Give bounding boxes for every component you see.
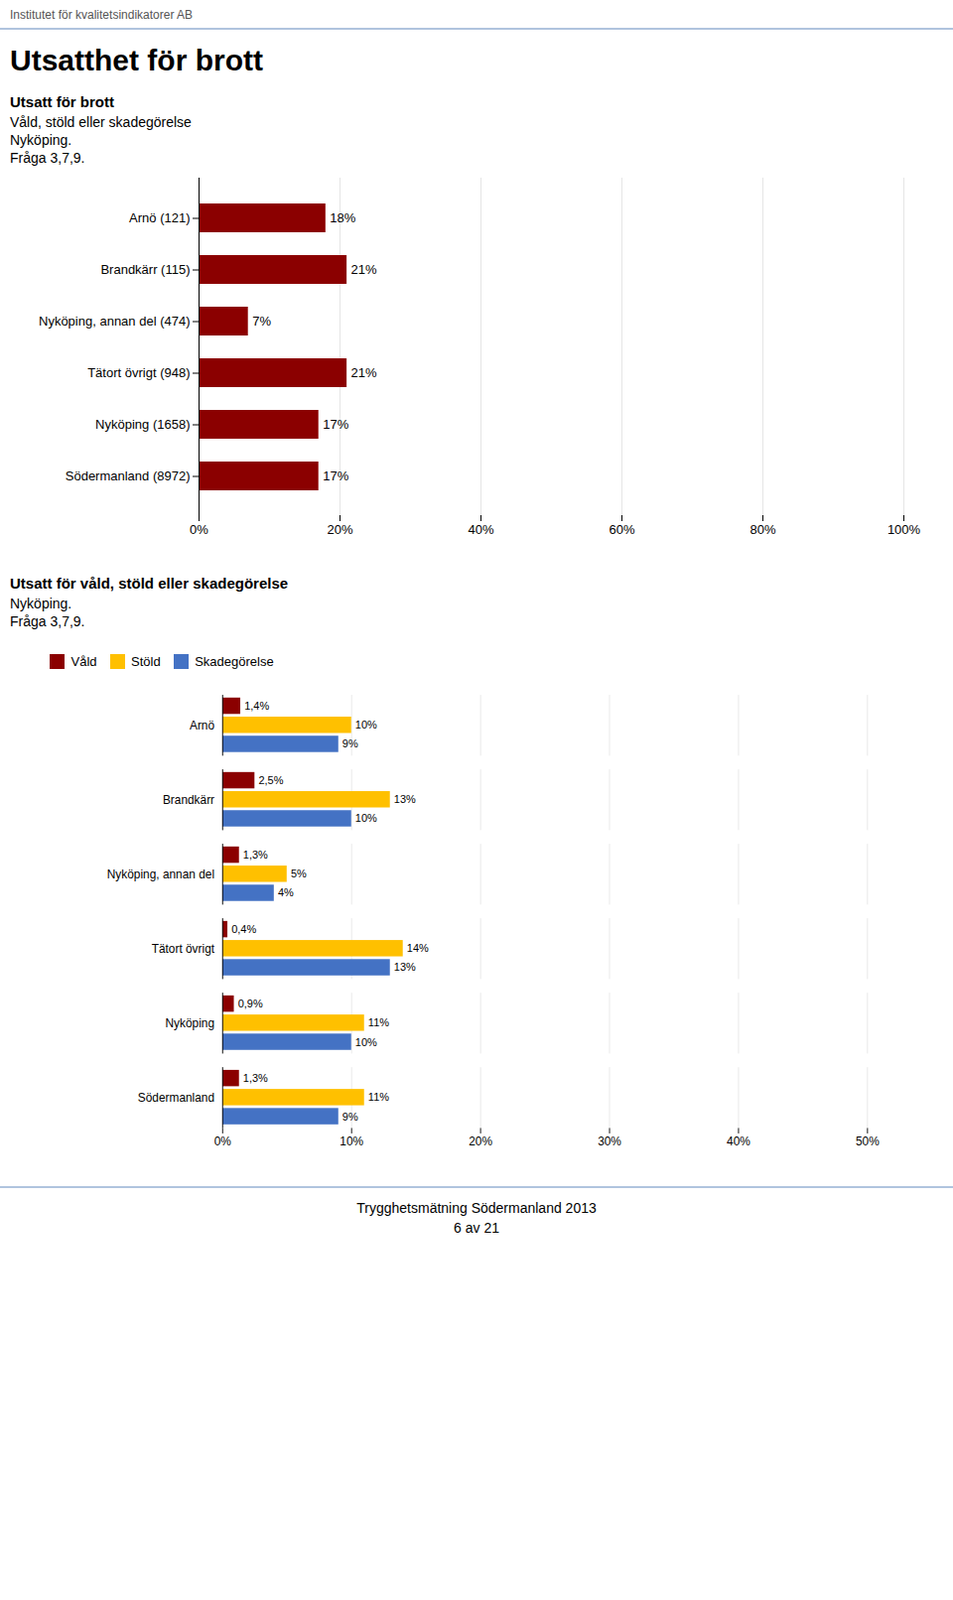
html-text:Institutet för kvalitetsindika: Institutet för kvalitetsindikatorer AB	[9, 7, 193, 22]
html-text:Utsatt för brott: Utsatt för brott	[9, 93, 115, 111]
svg-text:13%: 13%	[394, 793, 416, 806]
svg-text:1,3%: 1,3%	[243, 1072, 269, 1085]
svg-text:10%: 10%	[339, 1133, 364, 1148]
svg-text:7%: 7%	[252, 313, 272, 329]
html-text:Våld, stöld eller skadegörelse: Våld, stöld eller skadegörelse	[9, 114, 192, 131]
svg-text:20%: 20%	[326, 522, 353, 538]
svg-text:9%: 9%	[342, 737, 359, 750]
svg-text:Nyköping, annan del: Nyköping, annan del	[107, 867, 215, 882]
svg-text:1,3%: 1,3%	[243, 848, 269, 861]
svg-text:Nyköping, annan del (474): Nyköping, annan del (474)	[38, 313, 191, 329]
svg-text:10%: 10%	[355, 718, 378, 731]
html-text:Fråga 3,7,9.: Fråga 3,7,9.	[9, 149, 85, 166]
svg-text:Södermanland: Södermanland	[137, 1090, 215, 1105]
svg-text:Arnö (121): Arnö (121)	[129, 210, 190, 226]
svg-text:18%: 18%	[329, 210, 356, 226]
svg-text:9%: 9%	[342, 1109, 359, 1122]
svg-text:0%: 0%	[214, 1133, 233, 1148]
svg-text:Södermanland (8972): Södermanland (8972)	[65, 468, 191, 484]
svg-text:50%: 50%	[855, 1133, 880, 1148]
svg-text:20%: 20%	[468, 1133, 493, 1148]
svg-text:17%: 17%	[322, 468, 349, 484]
svg-text:Brandkärr: Brandkärr	[162, 792, 215, 807]
svg-text:11%: 11%	[368, 1016, 390, 1029]
svg-text:40%: 40%	[467, 522, 494, 538]
svg-text:4%: 4%	[277, 886, 294, 899]
svg-text:14%: 14%	[407, 942, 429, 954]
svg-text:2,5%: 2,5%	[258, 774, 283, 787]
html-text:Fråga 3,7,9.: Fråga 3,7,9.	[9, 613, 85, 630]
svg-text:30%: 30%	[597, 1133, 622, 1148]
svg-text:0%: 0%	[189, 522, 209, 538]
svg-text:0,9%: 0,9%	[238, 997, 264, 1010]
svg-text:Nyköping (1658): Nyköping (1658)	[95, 416, 190, 432]
html-text:Nyköping.: Nyköping.	[9, 132, 72, 148]
svg-text:0,4%: 0,4%	[231, 923, 257, 936]
svg-text:Brandkärr (115): Brandkärr (115)	[100, 262, 190, 277]
svg-text:17%: 17%	[322, 416, 349, 432]
html-text:Trygghetsmätning Södermanland: Trygghetsmätning Södermanland 2013	[356, 1200, 597, 1217]
html-text:6 av 21: 6 av 21	[453, 1220, 500, 1237]
svg-text:5%: 5%	[290, 867, 307, 880]
html-text:Stöld: Stöld	[131, 654, 161, 670]
svg-text:100%: 100%	[887, 522, 922, 538]
html-text:Nyköping.: Nyköping.	[9, 595, 72, 612]
svg-text:40%: 40%	[726, 1133, 751, 1148]
svg-text:10%: 10%	[355, 1035, 378, 1048]
html-text:Våld: Våld	[70, 654, 97, 670]
html-text:Utsatthet för brott: Utsatthet för brott	[9, 43, 264, 77]
svg-text:11%: 11%	[368, 1090, 390, 1103]
svg-text:Tätort övrigt: Tätort övrigt	[151, 942, 216, 956]
svg-text:Tätort övrigt (948): Tätort övrigt (948)	[87, 365, 190, 381]
svg-text:13%: 13%	[394, 960, 416, 973]
html-text:Utsatt för våld, stöld eller s: Utsatt för våld, stöld eller skadegörels…	[9, 574, 288, 592]
svg-text:Nyköping: Nyköping	[165, 1016, 216, 1031]
svg-text:21%: 21%	[351, 262, 378, 277]
svg-text:1,4%: 1,4%	[244, 699, 270, 712]
svg-text:10%: 10%	[355, 812, 378, 824]
svg-text:80%: 80%	[749, 522, 776, 538]
svg-text:21%: 21%	[351, 365, 378, 381]
svg-text:Arnö: Arnö	[189, 717, 215, 732]
html-text:Skadegörelse: Skadegörelse	[194, 654, 274, 670]
svg-text:60%: 60%	[608, 522, 635, 538]
